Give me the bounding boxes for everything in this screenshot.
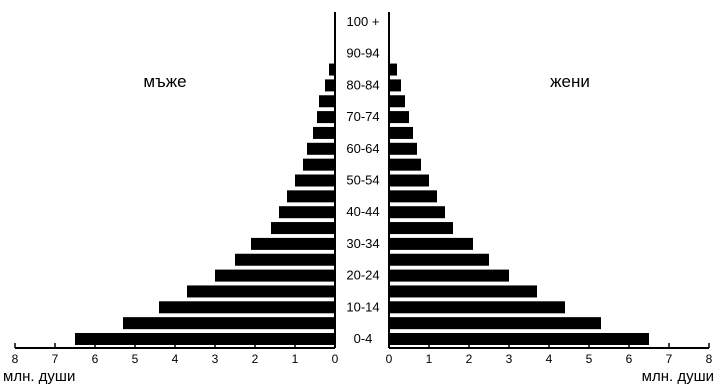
female-bars	[389, 63, 649, 345]
female-bar-5-9	[389, 317, 601, 330]
female-bar-0-4	[389, 333, 649, 345]
female-bar-85-89	[389, 63, 397, 76]
male-bar-20-24	[215, 269, 335, 282]
male-bar-25-29	[235, 253, 335, 266]
age-label-50-54: 50-54	[346, 173, 379, 188]
x-axis-unit-left: млн. души	[3, 368, 75, 385]
male-bar-80-84	[325, 79, 335, 92]
male-bar-85-89	[329, 63, 335, 76]
female-bar-45-49	[389, 190, 437, 203]
age-label-100 +: 100 +	[347, 14, 380, 29]
x-tick-label-left-4: 4	[172, 352, 179, 366]
x-tick-label-right-8: 8	[706, 352, 713, 366]
male-bar-15-19	[187, 285, 335, 298]
x-tick-label-right-3: 3	[506, 352, 513, 366]
female-bar-65-69	[389, 126, 413, 139]
x-tick-label-left-0: 0	[332, 352, 339, 366]
male-bar-0-4	[75, 333, 335, 345]
x-axis-unit-right: млн. души	[642, 368, 714, 385]
age-label-70-74: 70-74	[346, 109, 379, 124]
x-tick-label-right-1: 1	[426, 352, 433, 366]
female-bar-30-34	[389, 237, 473, 250]
x-tick-label-right-4: 4	[546, 352, 553, 366]
male-bar-40-44	[279, 206, 335, 219]
x-tick-label-left-3: 3	[212, 352, 219, 366]
x-ticks-right: 0 1 2 3 4 5 6 7 8	[386, 343, 713, 366]
male-bars	[75, 63, 335, 345]
male-bar-5-9	[123, 317, 335, 330]
x-tick-label-right-2: 2	[466, 352, 473, 366]
female-bar-55-59	[389, 158, 421, 171]
male-bar-55-59	[303, 158, 335, 171]
male-bar-75-79	[319, 95, 335, 108]
male-bar-30-34	[251, 237, 335, 250]
series-label-male: мъже	[143, 72, 186, 91]
male-bar-65-69	[313, 126, 335, 139]
female-bar-15-19	[389, 285, 537, 298]
female-bar-50-54	[389, 174, 429, 187]
age-group-labels: 0-4 10-14 20-24 30-34 40-44 50-54 60-64 70-74 80…	[346, 14, 379, 346]
male-bar-60-64	[307, 142, 335, 155]
x-tick-label-left-1: 1	[292, 352, 299, 366]
x-tick-label-left-8: 8	[12, 352, 19, 366]
female-bar-25-29	[389, 253, 489, 266]
age-label-60-64: 60-64	[346, 141, 379, 156]
age-label-80-84: 80-84	[346, 77, 379, 92]
x-tick-label-right-5: 5	[586, 352, 593, 366]
x-tick-label-right-0: 0	[386, 352, 393, 366]
male-bar-45-49	[287, 190, 335, 203]
x-tick-label-left-2: 2	[252, 352, 259, 366]
age-label-30-34: 30-34	[346, 236, 379, 251]
female-bar-70-74	[389, 111, 409, 124]
series-label-female: жени	[550, 72, 590, 91]
x-tick-label-left-6: 6	[92, 352, 99, 366]
age-label-0-4: 0-4	[354, 331, 373, 346]
female-bar-40-44	[389, 206, 445, 219]
female-bar-80-84	[389, 79, 401, 92]
male-bar-70-74	[317, 111, 335, 124]
x-tick-label-right-6: 6	[626, 352, 633, 366]
x-ticks-left: 0 1 2 3 4 5 6 7 8	[12, 343, 339, 366]
x-tick-label-left-5: 5	[132, 352, 139, 366]
age-label-10-14: 10-14	[346, 299, 379, 314]
age-label-20-24: 20-24	[346, 268, 379, 283]
age-label-40-44: 40-44	[346, 204, 379, 219]
female-bar-10-14	[389, 301, 565, 314]
male-bar-10-14	[159, 301, 335, 314]
male-bar-50-54	[295, 174, 335, 187]
female-bar-60-64	[389, 142, 417, 155]
age-label-90-94: 90-94	[346, 46, 379, 61]
female-bar-20-24	[389, 269, 509, 282]
x-tick-label-left-7: 7	[52, 352, 59, 366]
female-bar-75-79	[389, 95, 405, 108]
x-tick-label-right-7: 7	[666, 352, 673, 366]
male-bar-35-39	[271, 222, 335, 235]
female-bar-35-39	[389, 222, 453, 235]
